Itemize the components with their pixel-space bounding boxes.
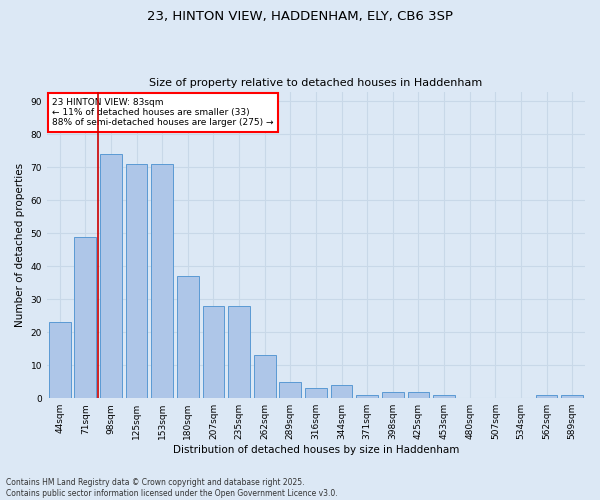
Bar [536, 395, 557, 398]
Title: Size of property relative to detached houses in Haddenham: Size of property relative to detached ho… [149, 78, 482, 88]
Bar [356, 395, 378, 398]
Bar [407, 392, 430, 398]
Bar [561, 395, 583, 398]
Bar [74, 236, 96, 398]
Bar [203, 306, 224, 398]
Bar [49, 322, 71, 398]
Bar [382, 392, 404, 398]
Text: 23, HINTON VIEW, HADDENHAM, ELY, CB6 3SP: 23, HINTON VIEW, HADDENHAM, ELY, CB6 3SP [147, 10, 453, 23]
Bar [433, 395, 455, 398]
Bar [177, 276, 199, 398]
Bar [100, 154, 122, 398]
Text: 23 HINTON VIEW: 83sqm
← 11% of detached houses are smaller (33)
88% of semi-deta: 23 HINTON VIEW: 83sqm ← 11% of detached … [52, 98, 274, 128]
Bar [228, 306, 250, 398]
X-axis label: Distribution of detached houses by size in Haddenham: Distribution of detached houses by size … [173, 445, 459, 455]
Y-axis label: Number of detached properties: Number of detached properties [15, 163, 25, 327]
Text: Contains HM Land Registry data © Crown copyright and database right 2025.
Contai: Contains HM Land Registry data © Crown c… [6, 478, 338, 498]
Bar [254, 356, 275, 398]
Bar [126, 164, 148, 398]
Bar [305, 388, 327, 398]
Bar [331, 385, 352, 398]
Bar [151, 164, 173, 398]
Bar [280, 382, 301, 398]
